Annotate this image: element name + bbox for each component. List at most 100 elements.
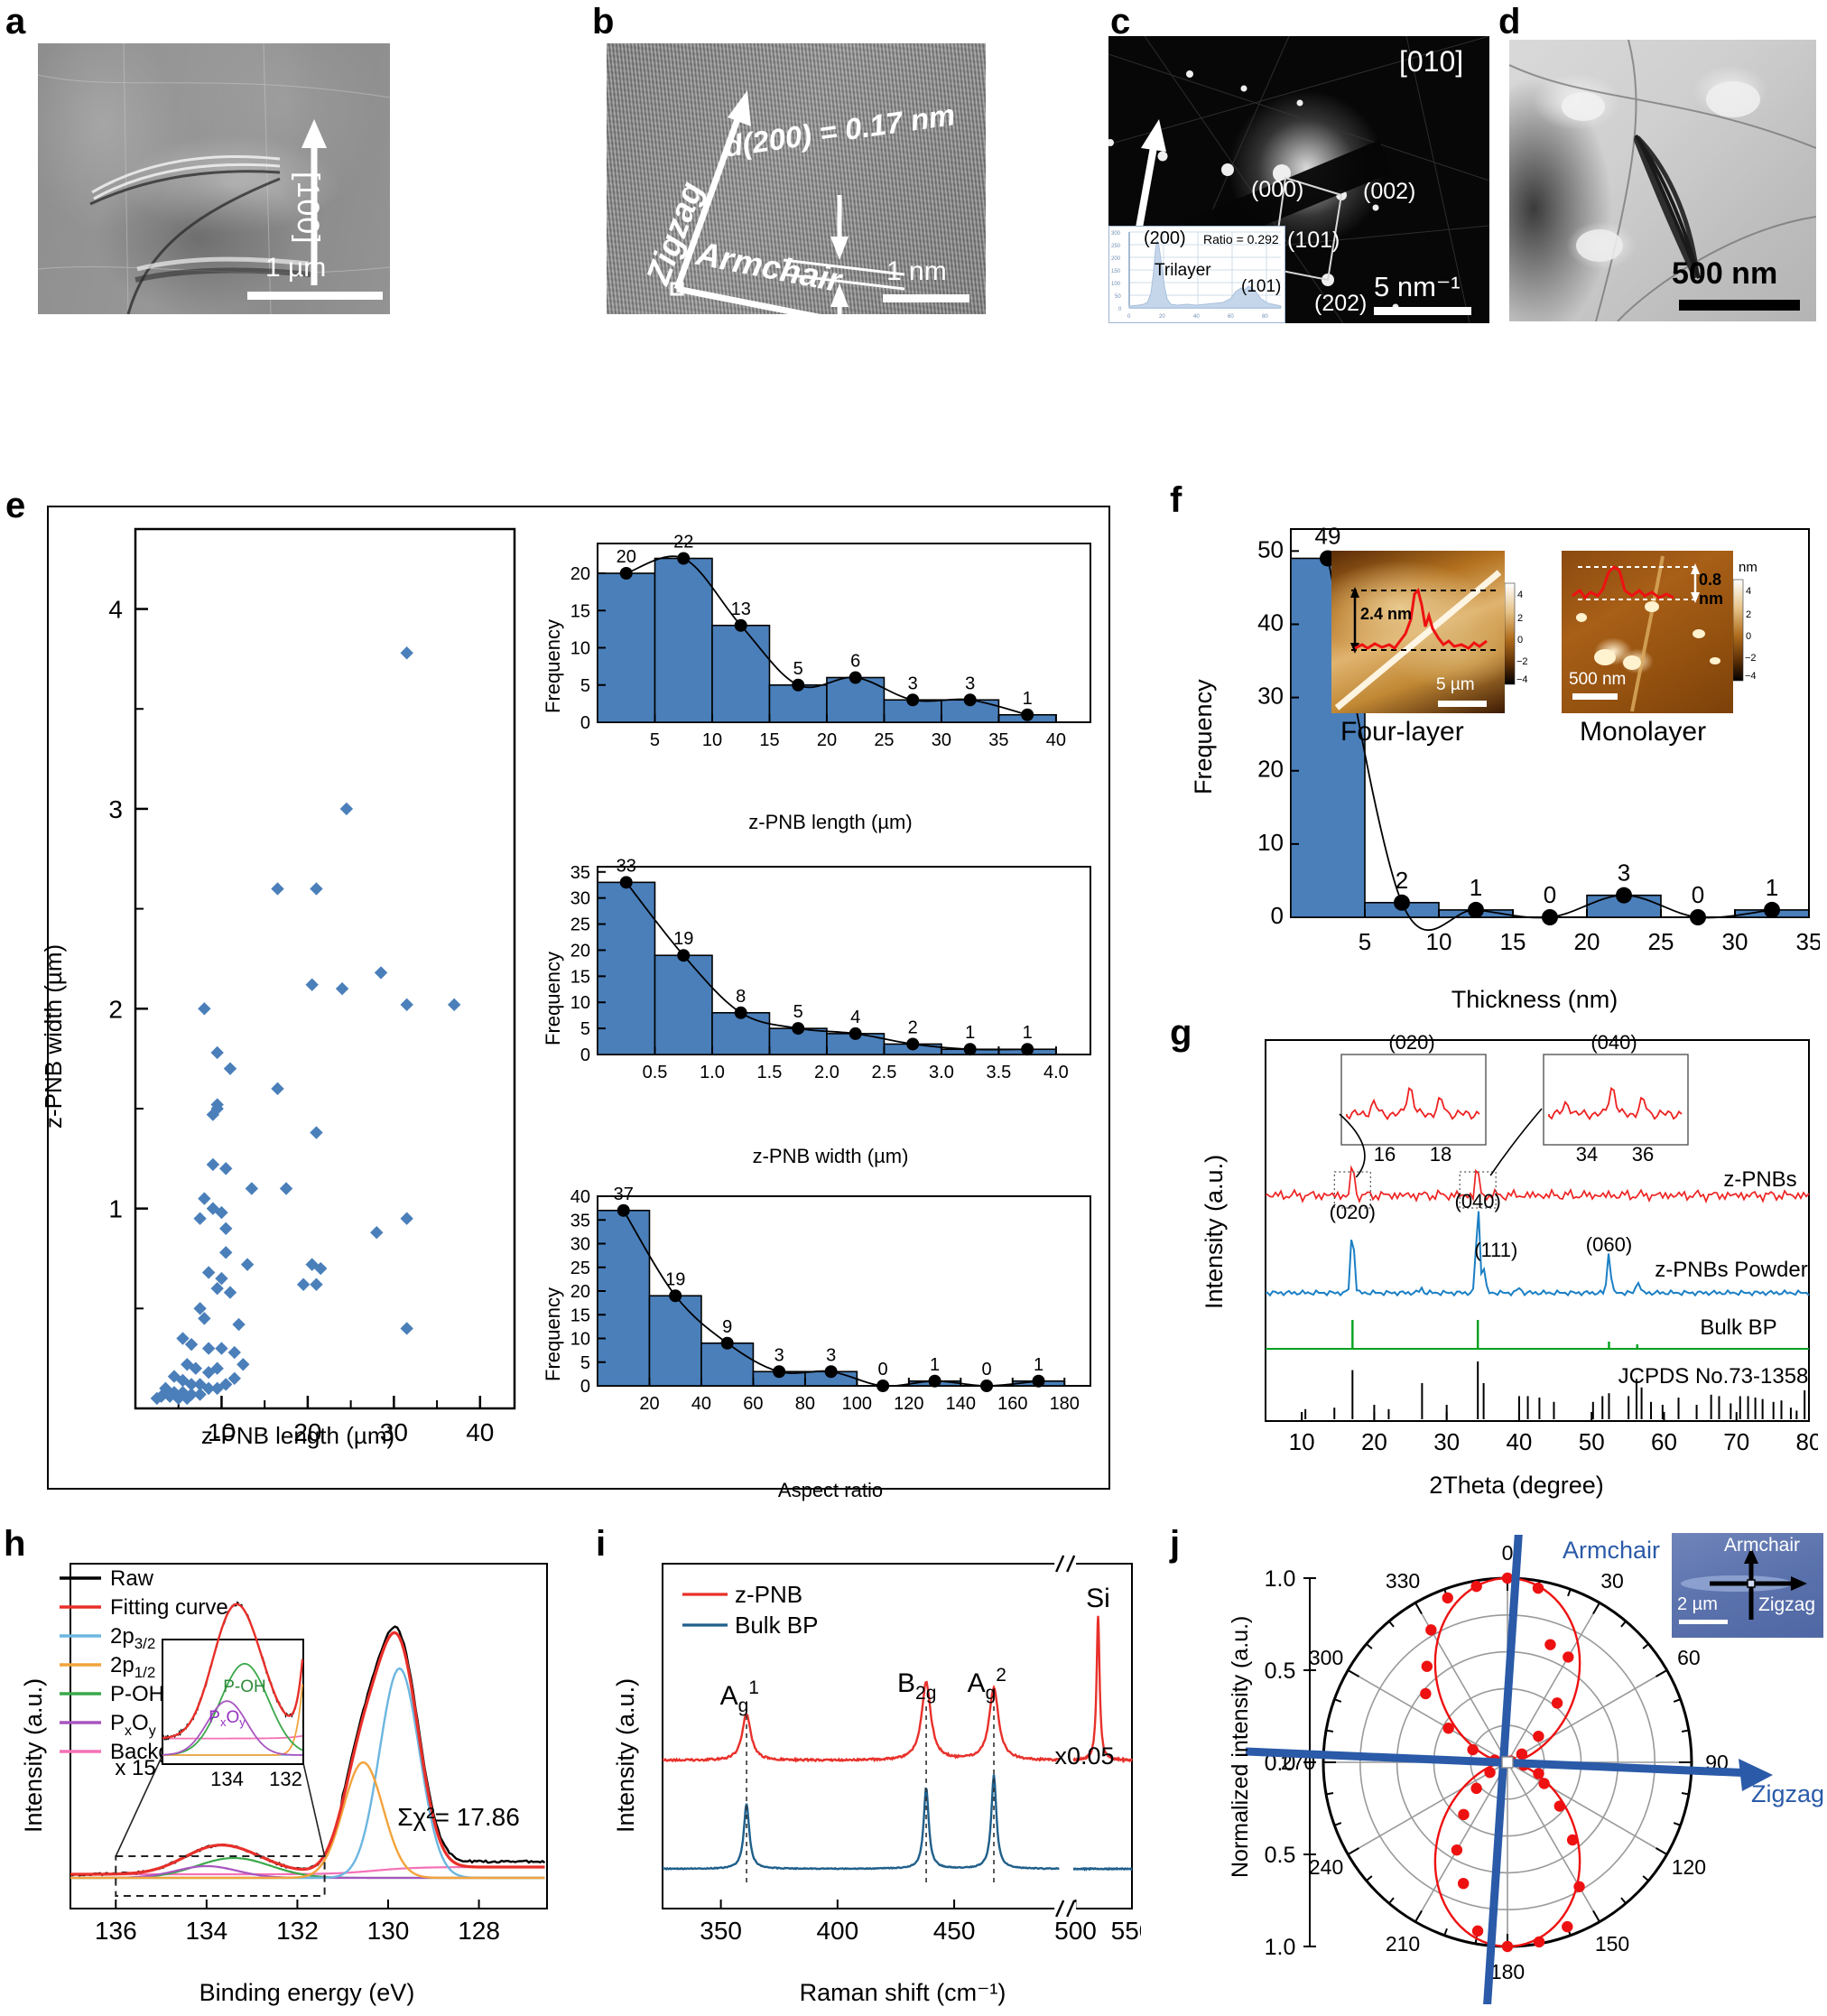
svg-text:3: 3 bbox=[108, 795, 123, 823]
afm-four-layer-height-label: 2.4 nm bbox=[1360, 605, 1412, 624]
svg-text:80: 80 bbox=[1796, 1428, 1818, 1455]
svg-text:B2g: B2g bbox=[897, 1668, 936, 1704]
svg-text:134: 134 bbox=[210, 1768, 244, 1790]
svg-text:20: 20 bbox=[1159, 314, 1165, 320]
svg-text:Fitting curve: Fitting curve bbox=[110, 1595, 228, 1620]
svg-text:5: 5 bbox=[580, 1353, 590, 1373]
afm-monolayer-caption: Monolayer bbox=[1580, 717, 1706, 748]
svg-text:15: 15 bbox=[570, 967, 590, 987]
panel-letter-h: h bbox=[4, 1526, 25, 1562]
panel-b-scalebar bbox=[883, 294, 969, 302]
svg-text:z-PNBs: z-PNBs bbox=[1723, 1167, 1796, 1192]
svg-text:128: 128 bbox=[458, 1917, 500, 1945]
svg-text:19: 19 bbox=[673, 929, 693, 949]
svg-text:2: 2 bbox=[1746, 609, 1751, 620]
svg-text:20: 20 bbox=[1574, 928, 1600, 955]
svg-text:P-OH: P-OH bbox=[110, 1682, 164, 1706]
svg-text:5: 5 bbox=[580, 676, 590, 696]
svg-text:250: 250 bbox=[1111, 244, 1121, 249]
svg-text:5: 5 bbox=[650, 730, 660, 750]
panel-c-inset-peak-200: (200) bbox=[1144, 228, 1186, 249]
afm-four-layer-inset: 2.4 nm 5 µm 420 −2 −4 Four-layer bbox=[1331, 551, 1530, 713]
svg-text:(060): (060) bbox=[1586, 1233, 1632, 1256]
svg-text:5: 5 bbox=[793, 659, 803, 679]
afm-monolayer-scalebar-label: 500 nm bbox=[1569, 670, 1626, 690]
svg-text:240: 240 bbox=[1309, 1855, 1343, 1879]
xps-ylabel: Intensity (a.u.) bbox=[20, 1678, 48, 1833]
svg-text:330: 330 bbox=[1386, 1569, 1420, 1593]
svg-text:140: 140 bbox=[946, 1394, 976, 1414]
svg-text:20: 20 bbox=[817, 730, 837, 750]
panel-c-inset-profile: 300 250 200 150 100 50 0 0 20 40 60 80 (200) (10… bbox=[1108, 226, 1285, 323]
svg-text:0: 0 bbox=[1127, 314, 1131, 320]
svg-text:0: 0 bbox=[878, 1360, 888, 1380]
svg-text:4.0: 4.0 bbox=[1043, 1063, 1069, 1082]
svg-text:1: 1 bbox=[1034, 1355, 1043, 1375]
afm-monolayer-inset: 0.8 nm 500 nm nm 4 2 0 −2 −4 Monolayer bbox=[1562, 551, 1765, 713]
scatter-xlabel: z-PNB length (µm) bbox=[117, 1422, 478, 1450]
svg-text:22: 22 bbox=[673, 533, 693, 553]
svg-text:18: 18 bbox=[1430, 1143, 1451, 1166]
panel-letter-e: e bbox=[5, 488, 25, 524]
hist-width-xlabel: z-PNB width (µm) bbox=[614, 1145, 1047, 1168]
svg-text:10: 10 bbox=[1257, 829, 1284, 856]
svg-text:0.5: 0.5 bbox=[1265, 1843, 1296, 1868]
svg-text:49: 49 bbox=[1315, 522, 1341, 549]
panel-letter-c: c bbox=[1110, 4, 1130, 40]
svg-text:PxOy: PxOy bbox=[110, 1711, 156, 1739]
panel-b-scalebar-label: 1 nm bbox=[886, 256, 947, 287]
svg-text:40: 40 bbox=[570, 1187, 590, 1207]
svg-text:2.0: 2.0 bbox=[814, 1063, 839, 1082]
svg-text:10: 10 bbox=[702, 730, 722, 750]
svg-text:30: 30 bbox=[570, 889, 590, 909]
svg-text:15: 15 bbox=[570, 1305, 590, 1325]
svg-text:20: 20 bbox=[570, 564, 590, 584]
xrd-xlabel: 2Theta (degree) bbox=[1336, 1472, 1697, 1500]
hist-thickness-xlabel: Thickness (nm) bbox=[1354, 986, 1715, 1014]
svg-text:0: 0 bbox=[1692, 881, 1704, 908]
panel-e-hist-aspect: 37 19 9 3 3 0 1 0 1 5 10 15 20 25 30 35 40 0 20 40 60 80 100 12… bbox=[542, 1169, 1101, 1435]
svg-text:100: 100 bbox=[842, 1394, 872, 1414]
svg-text:0: 0 bbox=[1118, 307, 1122, 312]
svg-text:−4: −4 bbox=[1516, 674, 1528, 685]
panel-a-tem-image: [100] 1 µm bbox=[38, 43, 390, 314]
panel-c-zone-axis-label: [010] bbox=[1399, 45, 1463, 79]
panel-d-scalebar-label: 500 nm bbox=[1672, 256, 1777, 292]
svg-text:6: 6 bbox=[850, 652, 860, 672]
svg-text:1: 1 bbox=[965, 1023, 975, 1043]
panel-c-inset-peak-101: (101) bbox=[1241, 277, 1281, 297]
svg-text:3: 3 bbox=[908, 674, 918, 693]
svg-text:P-OH: P-OH bbox=[223, 1677, 266, 1696]
svg-text:30: 30 bbox=[1433, 1428, 1460, 1455]
svg-text:1.5: 1.5 bbox=[757, 1063, 783, 1082]
svg-text:Raw: Raw bbox=[110, 1566, 154, 1591]
xps-xlabel: Binding energy (eV) bbox=[117, 1979, 496, 2007]
svg-text:34: 34 bbox=[1576, 1143, 1598, 1166]
panel-c-inset-ratio-label: Ratio = 0.292 bbox=[1203, 232, 1279, 246]
svg-text:JCPDS No.73-1358: JCPDS No.73-1358 bbox=[1618, 1364, 1809, 1389]
svg-text:(020): (020) bbox=[1388, 1031, 1434, 1054]
svg-text:300: 300 bbox=[1309, 1646, 1343, 1669]
svg-text:0: 0 bbox=[580, 1377, 590, 1397]
svg-text:2.5: 2.5 bbox=[872, 1063, 897, 1082]
svg-text:3.0: 3.0 bbox=[929, 1063, 954, 1082]
panel-c-spot-002: (002) bbox=[1363, 179, 1415, 205]
svg-text:0: 0 bbox=[981, 1360, 991, 1380]
svg-text:30: 30 bbox=[1600, 1569, 1624, 1593]
svg-text:150: 150 bbox=[1595, 1932, 1629, 1956]
svg-text:20: 20 bbox=[1257, 756, 1284, 783]
svg-text:100: 100 bbox=[1111, 282, 1121, 287]
scatter-ylabel: z-PNB width (µm) bbox=[40, 944, 68, 1129]
afm-four-layer-caption: Four-layer bbox=[1340, 717, 1464, 748]
panel-g-xrd: 10 20 30 40 50 60 70 80 z-PNBs (020) 16 18 (040) 34 36… bbox=[1226, 1031, 1818, 1455]
panel-a-overlay bbox=[38, 43, 390, 314]
svg-text:2p1/2: 2p1/2 bbox=[110, 1653, 155, 1681]
svg-text:25: 25 bbox=[1648, 928, 1674, 955]
svg-text:550: 550 bbox=[1111, 1917, 1141, 1945]
panel-letter-b: b bbox=[592, 4, 614, 40]
svg-text:1: 1 bbox=[1470, 874, 1482, 901]
polar-inset-zigzag-label: Zigzag bbox=[1758, 1594, 1815, 1616]
svg-text:200: 200 bbox=[1111, 256, 1121, 262]
svg-text:36: 36 bbox=[1632, 1143, 1654, 1166]
svg-text:30: 30 bbox=[570, 1235, 590, 1255]
